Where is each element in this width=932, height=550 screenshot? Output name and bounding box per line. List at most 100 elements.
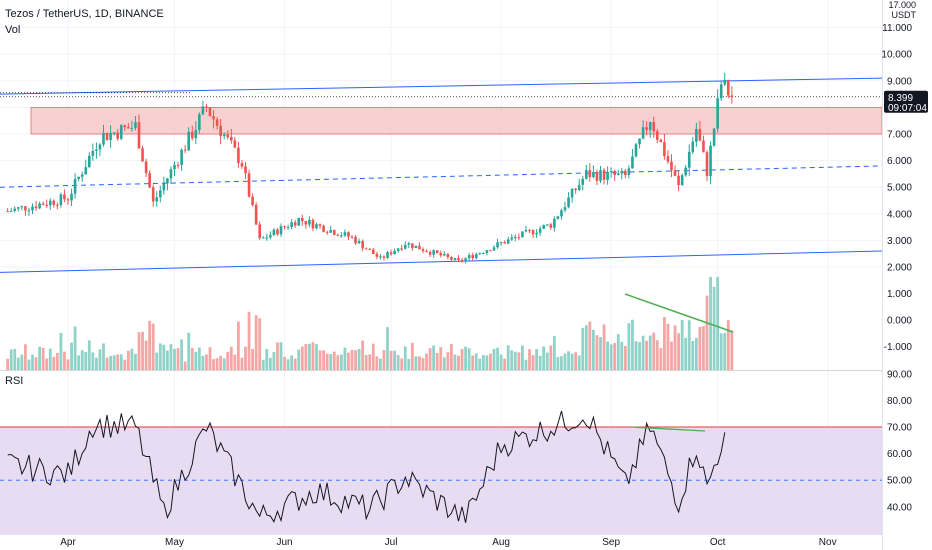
volume-bar <box>24 344 27 370</box>
candle-body <box>588 170 592 178</box>
volume-bar <box>414 356 418 370</box>
volume-bar <box>130 348 134 370</box>
candle-body <box>141 148 144 162</box>
volume-bar <box>123 359 127 370</box>
volume-bar <box>311 342 315 370</box>
volume-bar <box>59 332 63 370</box>
candle-body <box>645 127 648 131</box>
candle-body <box>403 244 407 249</box>
candle-body <box>709 145 712 177</box>
resistance-zone-rect <box>30 107 883 135</box>
candle-body <box>641 127 645 139</box>
candle-body <box>226 134 230 138</box>
candle-body <box>666 156 670 162</box>
resistance-zone[interactable] <box>30 107 883 135</box>
volume-bar <box>531 355 535 370</box>
volume-bar <box>336 355 340 370</box>
rsi-pane <box>0 410 882 534</box>
candle-body <box>183 149 187 151</box>
time-axis[interactable]: Apr May Jun Jul Aug Sep Oct Nov <box>60 537 836 548</box>
volume-bar <box>645 340 649 370</box>
channel-mid-line <box>0 165 883 188</box>
volume-bar <box>545 352 549 370</box>
candle-body <box>531 230 535 235</box>
candle-body <box>176 164 180 166</box>
candle-body <box>489 250 492 252</box>
candle-body <box>368 249 372 251</box>
candle-body <box>503 242 506 244</box>
time-tick-label: Aug <box>492 537 510 548</box>
volume-bar <box>141 331 144 370</box>
volume-bar <box>496 347 499 370</box>
volume-bar <box>315 344 318 370</box>
candle-body <box>648 122 652 131</box>
price-channel[interactable] <box>0 77 883 273</box>
candle-body <box>208 107 212 117</box>
candle-body <box>400 248 403 250</box>
volume-bar <box>187 332 191 370</box>
volume-bar <box>602 324 606 370</box>
volume-bar <box>481 355 485 370</box>
volume-bar <box>268 357 272 370</box>
candle-body <box>631 156 634 169</box>
candle-body <box>545 224 549 226</box>
volume-bar <box>87 340 91 370</box>
candle-body <box>716 98 719 129</box>
volume-bar <box>698 326 702 370</box>
volume-bar <box>592 329 595 370</box>
rsi-line <box>7 410 726 523</box>
volume-bar <box>272 351 276 370</box>
candle-body <box>332 230 336 235</box>
candle-body <box>88 155 91 168</box>
candle-body <box>595 172 599 181</box>
candle-body <box>553 218 556 228</box>
volume-bar <box>499 354 503 370</box>
candle-body <box>620 170 624 174</box>
volume-bar <box>318 350 322 370</box>
volume-bar <box>648 335 652 370</box>
candle-body <box>602 170 606 180</box>
volume-bar <box>567 351 570 370</box>
volume-bar <box>492 348 496 370</box>
volume-bar <box>581 327 585 370</box>
volume-bar <box>535 349 538 370</box>
candle-body <box>687 151 691 168</box>
volume-bar <box>457 355 460 370</box>
candle-body <box>705 152 709 177</box>
volume-bar <box>48 348 52 370</box>
volume-bar <box>41 347 45 370</box>
candle-body <box>570 188 574 198</box>
volume-bar <box>226 351 230 370</box>
candle-body <box>659 139 663 143</box>
volume-bar <box>98 349 102 370</box>
volume-bar <box>471 355 475 370</box>
volume-bar <box>251 349 254 370</box>
volume-bar <box>588 321 592 370</box>
volume-bar <box>166 350 169 370</box>
candle-body <box>116 132 119 139</box>
candle-body <box>375 254 379 257</box>
candle-body <box>407 243 411 245</box>
candle-body <box>329 230 332 233</box>
candle-body <box>80 174 84 177</box>
volume-bar <box>155 352 159 370</box>
candle-body <box>112 132 116 134</box>
candle-body <box>702 140 705 153</box>
volume-bar <box>215 358 219 370</box>
volume-bar <box>428 348 432 370</box>
volume-bar <box>194 351 198 370</box>
candle-body <box>727 79 730 96</box>
candle-body <box>446 254 450 257</box>
volume-trendline[interactable] <box>624 293 734 333</box>
candle-body <box>91 150 95 156</box>
price-tick-label: 7.000 <box>887 130 912 141</box>
volume-bar <box>418 356 421 370</box>
candle-body <box>354 236 357 244</box>
time-tick-label: Sep <box>602 537 620 548</box>
volume-trend-line <box>624 293 734 333</box>
candle-body <box>414 245 418 249</box>
volume-bar <box>361 340 365 370</box>
candle-body <box>48 200 52 206</box>
last-price-value: 8.399 <box>888 93 913 104</box>
volume-bar <box>460 348 464 370</box>
